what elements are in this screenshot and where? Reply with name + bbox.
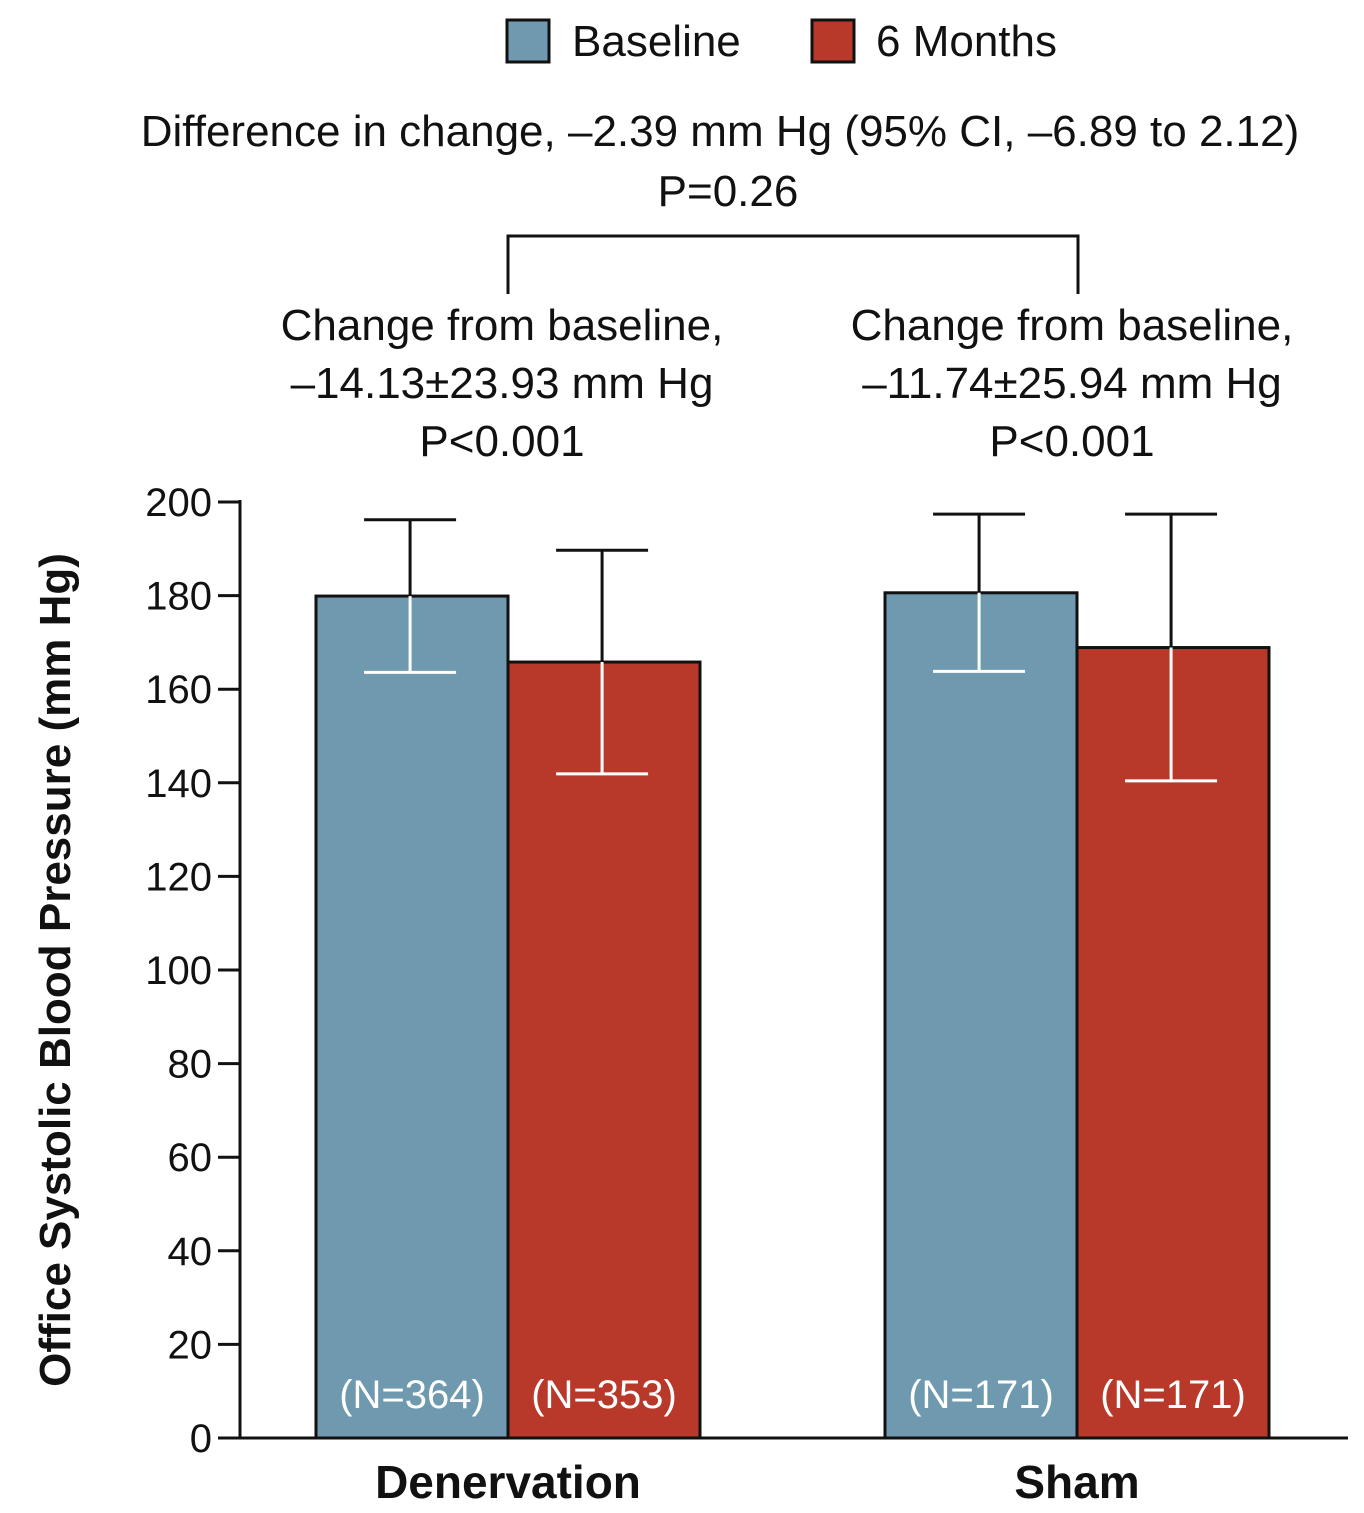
y-tick-label: 40 (168, 1230, 213, 1274)
error-bars (364, 512, 1218, 783)
comparison-bracket (506, 234, 1080, 294)
group-annotation-p-value: P<0.001 (989, 417, 1154, 466)
legend-swatch-baseline (505, 18, 551, 64)
bars (314, 591, 1271, 1440)
group-annotation-line: –14.13±23.93 mm Hg (291, 359, 714, 408)
category-labels: Denervation Sham (375, 1456, 1140, 1508)
sample-size-label: (N=364) (339, 1373, 485, 1417)
group-annotation-sham: Change from baseline, –11.74±25.94 mm Hg… (851, 301, 1294, 466)
group-annotation-line: Change from baseline, (281, 301, 724, 350)
sample-size-label: (N=171) (908, 1373, 1054, 1417)
sample-size-label: (N=171) (1100, 1373, 1246, 1417)
group-annotation-line: Change from baseline, (851, 301, 1294, 350)
legend-swatch-6-months (810, 18, 856, 64)
y-tick-label: 100 (145, 949, 212, 993)
group-annotation-denervation: Change from baseline, –14.13±23.93 mm Hg… (281, 301, 724, 466)
legend: Baseline 6 Months (505, 17, 1057, 66)
difference-annotation: Difference in change, –2.39 mm Hg (95% C… (141, 107, 1300, 156)
bar-baseline-denervation (314, 594, 510, 1440)
legend-label-6-months: 6 Months (876, 17, 1057, 66)
difference-p-value: P=0.26 (658, 167, 799, 216)
bar-6-months-sham (1075, 646, 1271, 1440)
y-axis-ticks: 0 20 40 60 80 100 120 140 160 180 200 (145, 481, 240, 1461)
y-tick-label: 180 (145, 575, 212, 619)
y-tick-label: 140 (145, 762, 212, 806)
category-label-denervation: Denervation (375, 1456, 641, 1508)
y-tick-label: 60 (168, 1136, 213, 1180)
y-tick-label: 20 (168, 1323, 213, 1367)
y-tick-label: 160 (145, 668, 212, 712)
y-tick-label: 120 (145, 855, 212, 899)
bar-6-months-denervation (506, 660, 702, 1440)
sample-size-labels: (N=364) (N=353) (N=171) (N=171) (339, 1373, 1246, 1417)
sample-size-label: (N=353) (531, 1373, 677, 1417)
y-tick-label: 200 (145, 481, 212, 525)
group-annotation-p-value: P<0.001 (419, 417, 584, 466)
legend-label-baseline: Baseline (572, 17, 741, 66)
group-annotation-line: –11.74±25.94 mm Hg (862, 359, 1282, 408)
category-label-sham: Sham (1014, 1456, 1139, 1508)
y-tick-label: 80 (168, 1043, 213, 1087)
bar-baseline-sham (883, 591, 1079, 1440)
y-tick-label: 0 (190, 1417, 212, 1461)
y-axis-label: Office Systolic Blood Pressure (mm Hg) (31, 553, 80, 1387)
